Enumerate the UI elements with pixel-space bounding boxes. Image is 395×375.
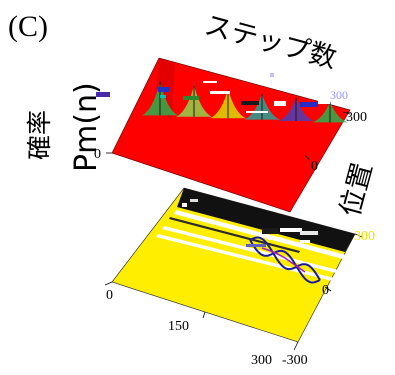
probability-axis-title-jp: 確率 xyxy=(25,110,54,160)
wave-accent-line xyxy=(261,247,306,273)
wave-line-b xyxy=(249,236,321,281)
top-surface-artifacts xyxy=(96,73,330,113)
top-position-tick-0: 0 xyxy=(311,159,318,174)
top-position-tick-300: 300 xyxy=(346,110,367,125)
bottom-artifacts xyxy=(182,199,318,247)
wave-line-a xyxy=(249,239,321,284)
bottom-wave-pattern xyxy=(249,236,321,284)
bottom-steps-tick-0: 0 xyxy=(106,288,113,303)
top-probability-tick-0: 0 xyxy=(94,147,101,162)
panel-label: (C) xyxy=(8,10,48,43)
bottom-position-tick-0: 0 xyxy=(322,283,329,298)
bottom-steps-tick-150: 150 xyxy=(168,319,189,334)
top-position-tick-300-ghost: 300 xyxy=(330,88,348,102)
bottom-position-tick-300: 300 xyxy=(354,229,375,244)
position-axis-title: 位置 xyxy=(335,160,379,220)
top-surface-plot xyxy=(96,57,351,213)
bottom-steps-tick-300: 300 xyxy=(251,353,272,368)
probability-axis-title-math: Pm(n) xyxy=(69,82,104,172)
bottom-position-tick-minus-300: -300 xyxy=(282,353,308,368)
bottom-black-band xyxy=(177,188,355,252)
top-surface-ridges xyxy=(142,81,348,123)
top-surface-plane xyxy=(111,57,351,213)
bottom-projection-plot xyxy=(104,187,363,351)
steps-axis-title: ステップ数 xyxy=(201,10,339,75)
